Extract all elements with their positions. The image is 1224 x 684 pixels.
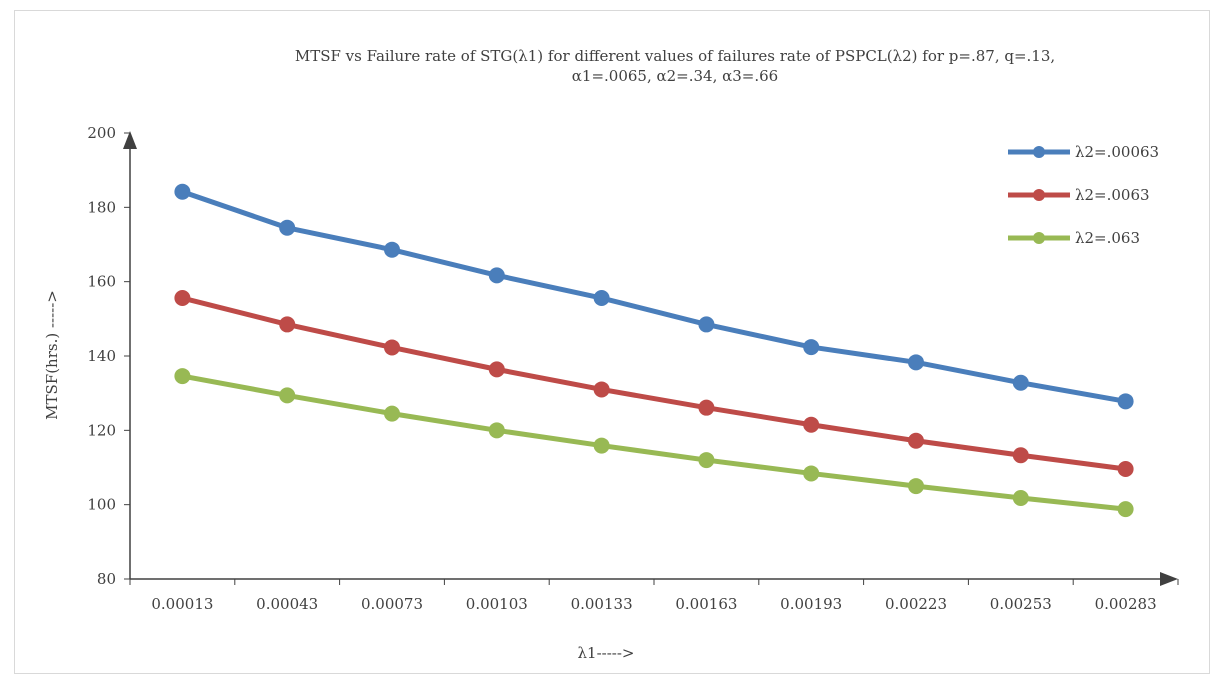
axes	[123, 131, 1179, 586]
x-tick-label: 0.00193	[780, 595, 842, 613]
series-3	[174, 368, 1134, 518]
y-tick-label: 200	[87, 124, 116, 142]
x-tick-label: 0.00013	[151, 595, 213, 613]
data-point	[1117, 393, 1134, 410]
legend: λ2=.00063 λ2=.0063 λ2=.063	[1008, 143, 1159, 247]
data-point	[488, 422, 505, 439]
legend-label: λ2=.063	[1075, 229, 1140, 247]
data-point	[1117, 460, 1134, 477]
legend-label: λ2=.00063	[1075, 143, 1159, 161]
y-tick-label: 120	[87, 421, 116, 439]
legend-marker	[1033, 189, 1045, 201]
legend-item-1: λ2=.00063	[1008, 143, 1159, 161]
data-point	[908, 432, 924, 449]
data-point	[698, 316, 715, 333]
x-tick-label: 0.00043	[256, 595, 318, 613]
data-point	[803, 416, 820, 433]
y-tick-label: 180	[87, 198, 116, 216]
x-tick-label: 0.00103	[466, 595, 528, 613]
x-axis-label: λ1----->	[578, 644, 635, 662]
data-point	[384, 339, 400, 356]
data-point	[488, 361, 505, 378]
data-point	[698, 399, 715, 416]
y-axis-label: MTSF(hrs.) ----->	[43, 290, 61, 420]
data-point	[279, 219, 296, 236]
legend-item-3: λ2=.063	[1008, 229, 1140, 247]
x-tick-label: 0.00163	[675, 595, 737, 613]
data-point	[488, 267, 505, 284]
data-point	[698, 452, 715, 469]
x-tick-label: 0.00133	[571, 595, 633, 613]
data-point	[174, 368, 191, 385]
data-point	[1117, 501, 1134, 518]
legend-item-2: λ2=.0063	[1008, 186, 1150, 204]
data-point	[593, 290, 610, 307]
series-group	[174, 183, 1134, 518]
data-point	[803, 465, 820, 482]
x-tick-label: 0.00223	[885, 595, 947, 613]
data-point	[174, 183, 191, 200]
data-point	[174, 290, 191, 307]
data-point	[593, 437, 610, 454]
data-point	[908, 354, 924, 371]
chart-frame	[14, 10, 1210, 674]
series-2	[174, 290, 1134, 477]
data-point	[1012, 489, 1029, 506]
x-axis-arrow	[1160, 572, 1178, 586]
data-point	[1012, 447, 1029, 464]
y-tick-labels: 80 100 120 140 160 180 200	[87, 124, 116, 588]
data-point	[279, 387, 296, 404]
series-line	[179, 373, 1129, 512]
x-tick-label: 0.00283	[1095, 595, 1157, 613]
data-point	[803, 339, 820, 356]
y-axis-arrow	[123, 131, 137, 149]
data-point	[384, 241, 400, 258]
x-tick-label: 0.00073	[361, 595, 423, 613]
series-line	[179, 189, 1129, 404]
x-tick-labels: 0.00013 0.00043 0.00073 0.00103 0.00133 0.001…	[151, 595, 1156, 613]
y-tick-label: 80	[97, 570, 116, 588]
data-point	[908, 478, 924, 495]
series-line	[179, 295, 1129, 472]
x-tick-label: 0.00253	[990, 595, 1052, 613]
legend-marker	[1033, 232, 1045, 244]
data-point	[593, 381, 610, 398]
data-point	[1012, 374, 1029, 391]
series-1	[174, 183, 1134, 410]
legend-label: λ2=.0063	[1075, 186, 1150, 204]
legend-marker	[1033, 146, 1045, 158]
chart-title-line1: MTSF vs Failure rate of STG(λ1) for diff…	[295, 47, 1055, 65]
data-point	[384, 405, 400, 422]
y-tick-label: 160	[87, 273, 116, 291]
chart-title-line2: α1=.0065, α2=.34, α3=.66	[572, 67, 778, 85]
data-point	[279, 316, 296, 333]
y-tick-label: 100	[87, 496, 116, 514]
y-tick-label: 140	[87, 347, 116, 365]
